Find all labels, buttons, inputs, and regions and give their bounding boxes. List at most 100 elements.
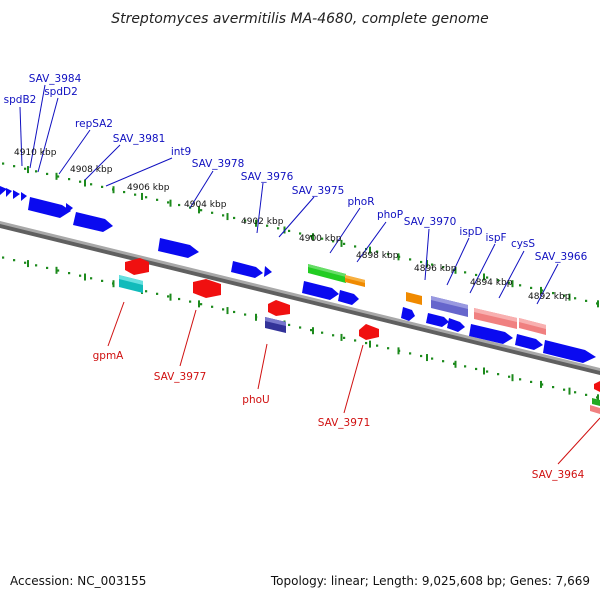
- gene-label[interactable]: phoU: [242, 394, 269, 406]
- scale-dot: [431, 357, 434, 360]
- gene-label[interactable]: cysS: [511, 238, 535, 250]
- scale-dot: [332, 240, 335, 243]
- gene-feature[interactable]: [592, 398, 600, 406]
- gene-feature[interactable]: [469, 324, 513, 344]
- gene-label[interactable]: SAV_3976: [241, 171, 294, 183]
- scale-dot: [420, 260, 423, 264]
- scale-dot: [68, 272, 71, 275]
- gene-feature[interactable]: [66, 203, 73, 214]
- scale-dot: [376, 344, 379, 347]
- gene-feature[interactable]: [345, 275, 365, 283]
- gene-feature[interactable]: [21, 192, 27, 201]
- gene-feature[interactable]: [73, 212, 113, 232]
- scale-labels: 4910 kbp 4908 kbp 4906 kbp 4904 kbp 4902…: [14, 148, 571, 302]
- gene-feature[interactable]: [519, 318, 546, 329]
- gene-feature[interactable]: [268, 300, 290, 316]
- scale-dot: [387, 253, 390, 256]
- scale-dot: [57, 269, 60, 272]
- scale-dot: [266, 224, 269, 227]
- gene-feature[interactable]: [302, 281, 339, 300]
- scale-dot: [486, 276, 489, 279]
- gene-label[interactable]: ispD: [459, 226, 482, 238]
- gene-label[interactable]: SAV_3966: [535, 251, 588, 263]
- scale-dot: [90, 277, 93, 280]
- scale-tick-label: 4892 kbp: [528, 292, 571, 302]
- scale-dot: [497, 373, 500, 376]
- gene-label[interactable]: spdD2: [44, 86, 78, 98]
- scale-dot: [442, 360, 445, 363]
- scale-dot: [442, 266, 445, 269]
- gene-label[interactable]: phoR: [347, 196, 374, 208]
- scale-dot: [222, 308, 225, 311]
- gene-feature[interactable]: [13, 190, 20, 199]
- scale-tick-label: 4896 kbp: [414, 264, 457, 274]
- scale-dot: [2, 162, 5, 165]
- scale-dot: [475, 273, 478, 277]
- scale-dot: [46, 266, 49, 270]
- gene-feature[interactable]: [401, 307, 415, 321]
- gene-feature[interactable]: [590, 405, 600, 414]
- scale-dot: [200, 209, 203, 212]
- scale-dot: [508, 281, 511, 284]
- gene-label[interactable]: SAV_3971: [318, 417, 371, 429]
- gene-feature[interactable]: [431, 296, 468, 309]
- scale-dot: [585, 393, 588, 396]
- scale-dot: [13, 165, 16, 168]
- gene-feature[interactable]: [125, 258, 149, 275]
- scale-tick-label: 4908 kbp: [70, 165, 113, 175]
- scale-dot: [563, 388, 566, 391]
- gene-feature[interactable]: [28, 197, 71, 218]
- gene-feature[interactable]: [193, 279, 221, 298]
- scale-dot: [288, 229, 291, 233]
- gene-label[interactable]: repSA2: [75, 118, 113, 130]
- gene-label[interactable]: SAV_3975: [292, 185, 345, 197]
- gene-feature[interactable]: [264, 266, 272, 277]
- scale-dot: [563, 294, 566, 297]
- scale-dot: [387, 347, 390, 350]
- gene-label[interactable]: SAV_3977: [154, 371, 207, 383]
- gene-label[interactable]: spdB2: [4, 94, 37, 106]
- gene-label[interactable]: SAV_3978: [192, 158, 245, 170]
- gene-feature[interactable]: [594, 381, 600, 392]
- gene-feature[interactable]: [6, 188, 12, 197]
- gene-feature[interactable]: [308, 264, 346, 277]
- gene-feature[interactable]: [515, 334, 543, 350]
- scale-dot: [431, 263, 434, 266]
- gene-label[interactable]: int9: [171, 146, 191, 158]
- gene-label[interactable]: ispF: [485, 232, 506, 244]
- gene-feature[interactable]: [406, 292, 422, 305]
- scale-dot: [35, 264, 38, 267]
- gene-feature[interactable]: [447, 318, 465, 332]
- scale-dot: [57, 175, 60, 178]
- gene-feature[interactable]: [359, 324, 379, 340]
- scale-dot: [134, 193, 137, 196]
- gene-label[interactable]: SAV_3981: [113, 133, 166, 145]
- scale-dot: [145, 196, 148, 199]
- scale-dot: [519, 284, 522, 287]
- scale-dot: [552, 291, 555, 295]
- gene-feature[interactable]: [338, 290, 359, 305]
- gene-feature[interactable]: [158, 238, 199, 258]
- scale-dot: [79, 274, 82, 277]
- gene-feature[interactable]: [0, 186, 7, 195]
- gene-track: [0, 186, 600, 414]
- gene-label[interactable]: SAV_3970: [404, 216, 457, 228]
- gene-label[interactable]: gpmA: [93, 350, 125, 362]
- scale-dot: [409, 258, 412, 261]
- gene-feature[interactable]: [119, 275, 143, 285]
- gene-labels-top: spdB2 SAV_3984 spdD2 repSA2 SAV_3981 int…: [4, 73, 588, 263]
- scale-dot: [200, 303, 203, 306]
- scale-dot: [68, 178, 71, 181]
- gene-feature[interactable]: [426, 313, 449, 327]
- gene-label[interactable]: SAV_3984: [29, 73, 82, 85]
- gene-feature[interactable]: [265, 317, 286, 326]
- scale-dot: [90, 183, 93, 186]
- gene-label[interactable]: SAV_3964: [532, 469, 585, 481]
- gene-feature[interactable]: [231, 261, 263, 278]
- gene-feature[interactable]: [543, 340, 596, 363]
- gene-feature[interactable]: [474, 308, 517, 322]
- scale-dot: [464, 365, 467, 368]
- gene-label[interactable]: phoP: [377, 209, 403, 221]
